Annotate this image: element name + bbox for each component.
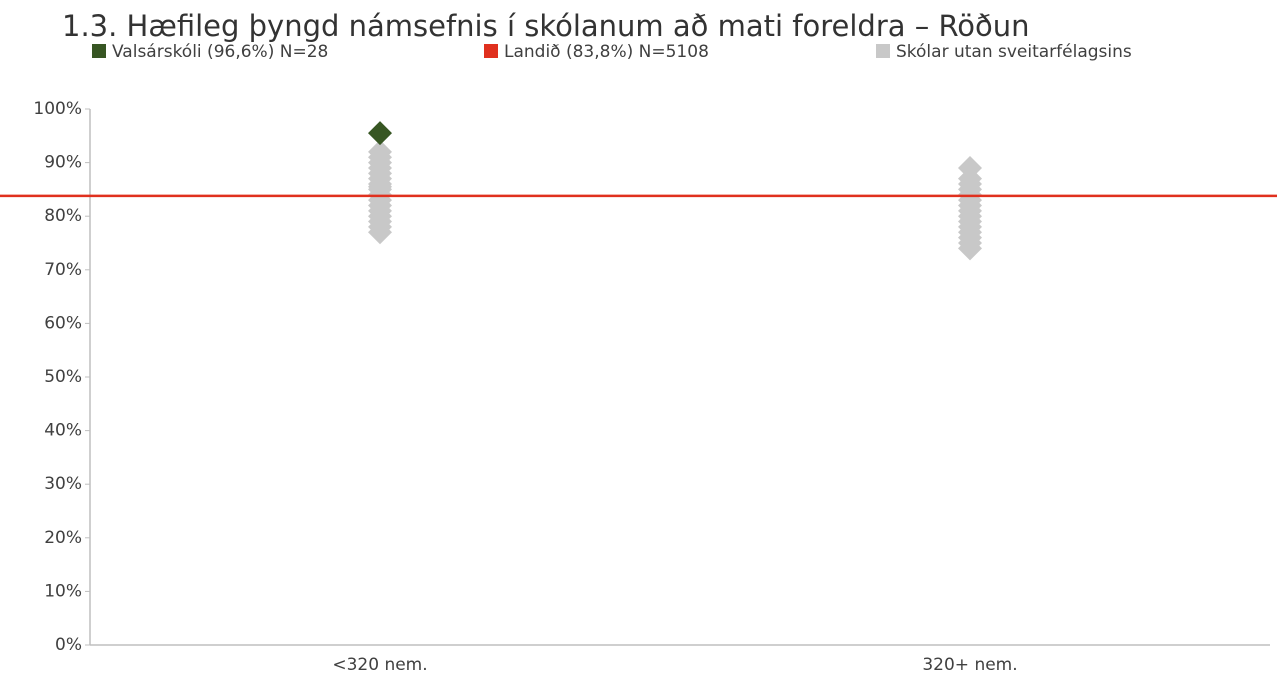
- legend-swatch: [484, 44, 498, 58]
- chart-title: 1.3. Hæfileg þyngd námsefnis í skólanum …: [62, 9, 1030, 43]
- legend-label: Landið (83,8%) N=5108: [504, 42, 709, 62]
- y-tick-label: 50%: [44, 367, 82, 387]
- legend-label: Skólar utan sveitarfélagsins: [896, 42, 1132, 62]
- x-tick-label: 320+ nem.: [922, 655, 1017, 675]
- y-tick-label: 20%: [44, 528, 82, 548]
- y-tick-label: 60%: [44, 313, 82, 333]
- y-tick-label: 0%: [55, 635, 82, 655]
- point: [368, 121, 392, 146]
- legend-swatch: [92, 44, 106, 58]
- y-tick-label: 10%: [44, 581, 82, 601]
- legend-label: Valsárskóli (96,6%) N=28: [112, 42, 328, 62]
- y-tick-label: 40%: [44, 421, 82, 441]
- y-tick-label: 90%: [44, 153, 82, 173]
- legend-swatch: [876, 44, 890, 58]
- y-tick-label: 70%: [44, 260, 82, 280]
- point: [368, 139, 392, 164]
- point: [958, 155, 982, 180]
- y-tick-label: 100%: [33, 99, 82, 119]
- y-tick-label: 30%: [44, 474, 82, 494]
- x-tick-label: <320 nem.: [332, 655, 427, 675]
- y-tick-label: 80%: [44, 206, 82, 226]
